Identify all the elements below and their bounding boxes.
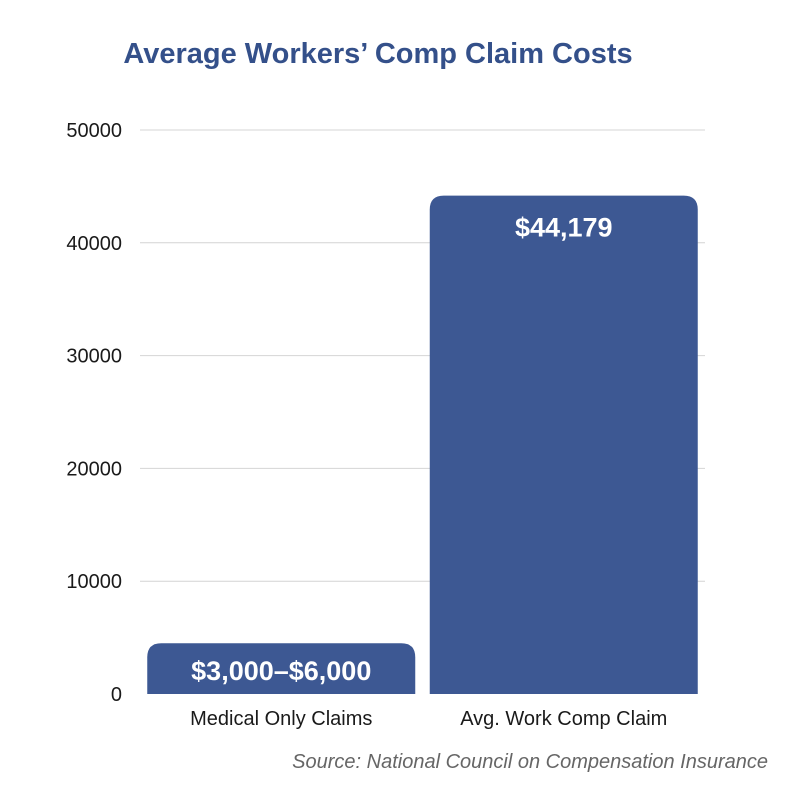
y-tick-label: 50000	[66, 120, 122, 142]
bar-data-label: $3,000–$6,000	[191, 656, 371, 686]
source-note: Source: National Council on Compensation…	[292, 751, 768, 773]
x-axis-categories: Medical Only Claims Avg. Work Comp Claim	[190, 708, 667, 730]
bar	[147, 643, 416, 694]
y-tick-label: 20000	[66, 458, 122, 480]
chart-title: Average Workers’ Comp Claim Costs	[123, 38, 632, 70]
y-tick-label: 40000	[66, 233, 122, 255]
bar-data-label: $44,179	[515, 213, 613, 243]
y-tick-label: 10000	[66, 571, 122, 593]
bar	[429, 195, 698, 694]
x-category-label: Medical Only Claims	[190, 708, 372, 730]
x-category-label: Avg. Work Comp Claim	[460, 708, 667, 730]
y-tick-label: 0	[111, 684, 122, 706]
y-tick-label: 30000	[66, 346, 122, 368]
y-axis-ticks: 0 10000 20000 30000 40000 50000	[66, 120, 122, 706]
bars: $3,000–$6,000 $44,179	[147, 195, 698, 694]
